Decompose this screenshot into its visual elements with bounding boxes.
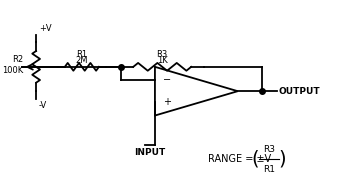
Text: −: − xyxy=(163,75,171,85)
Text: R1: R1 xyxy=(263,165,275,174)
Text: -V: -V xyxy=(39,101,47,110)
Text: 100K: 100K xyxy=(2,66,23,75)
Text: OUTPUT: OUTPUT xyxy=(279,87,320,96)
Text: RANGE = ±V: RANGE = ±V xyxy=(208,154,272,164)
Text: R3: R3 xyxy=(263,144,275,153)
Text: +: + xyxy=(163,97,171,107)
Text: ): ) xyxy=(279,150,286,169)
Text: (: ( xyxy=(252,150,259,169)
Text: 2M: 2M xyxy=(76,56,88,65)
Text: R2: R2 xyxy=(12,54,23,64)
Text: R1: R1 xyxy=(76,50,87,59)
Text: INPUT: INPUT xyxy=(135,148,166,157)
Text: 1K: 1K xyxy=(157,56,167,65)
Text: +V: +V xyxy=(39,24,52,33)
Text: R3: R3 xyxy=(157,50,168,59)
